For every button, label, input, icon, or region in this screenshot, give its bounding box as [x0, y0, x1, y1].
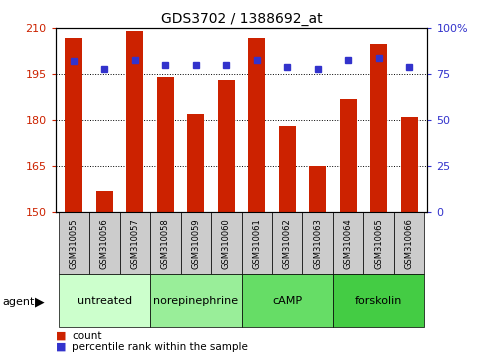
Bar — [401, 117, 417, 212]
Text: GDS3702 / 1388692_at: GDS3702 / 1388692_at — [161, 12, 322, 27]
Text: GSM310066: GSM310066 — [405, 218, 413, 269]
Bar — [96, 191, 113, 212]
Bar — [127, 32, 143, 212]
Text: GSM310062: GSM310062 — [283, 218, 292, 269]
Bar — [58, 212, 89, 274]
Bar — [187, 114, 204, 212]
Text: GSM310055: GSM310055 — [70, 218, 78, 269]
Bar — [279, 126, 296, 212]
Bar — [150, 274, 242, 327]
Text: untreated: untreated — [77, 296, 132, 306]
Text: GSM310056: GSM310056 — [100, 218, 109, 269]
Bar — [66, 38, 82, 212]
Text: GSM310060: GSM310060 — [222, 218, 231, 269]
Bar — [58, 274, 150, 327]
Text: count: count — [72, 331, 102, 341]
Bar — [211, 212, 242, 274]
Bar — [370, 44, 387, 212]
Bar — [302, 212, 333, 274]
Text: agent: agent — [2, 297, 35, 307]
Text: GSM310058: GSM310058 — [161, 218, 170, 269]
Bar — [150, 212, 181, 274]
Bar — [333, 274, 425, 327]
Bar — [218, 80, 235, 212]
Text: ■: ■ — [56, 331, 66, 341]
Text: GSM310063: GSM310063 — [313, 218, 322, 269]
Bar — [272, 212, 302, 274]
Text: percentile rank within the sample: percentile rank within the sample — [72, 342, 248, 352]
Text: GSM310057: GSM310057 — [130, 218, 139, 269]
Bar — [242, 212, 272, 274]
Bar — [120, 212, 150, 274]
Text: cAMP: cAMP — [272, 296, 302, 306]
Bar — [89, 212, 120, 274]
Text: GSM310064: GSM310064 — [344, 218, 353, 269]
Bar — [333, 212, 363, 274]
Bar — [340, 99, 356, 212]
Bar — [248, 38, 265, 212]
Text: GSM310061: GSM310061 — [252, 218, 261, 269]
Text: norepinephrine: norepinephrine — [153, 296, 238, 306]
Bar — [363, 212, 394, 274]
Bar — [242, 274, 333, 327]
Bar — [394, 212, 425, 274]
Text: ■: ■ — [56, 342, 66, 352]
Bar — [309, 166, 326, 212]
Text: ▶: ▶ — [35, 295, 45, 308]
Text: GSM310059: GSM310059 — [191, 218, 200, 269]
Bar — [181, 212, 211, 274]
Bar — [157, 78, 174, 212]
Text: forskolin: forskolin — [355, 296, 402, 306]
Text: GSM310065: GSM310065 — [374, 218, 383, 269]
